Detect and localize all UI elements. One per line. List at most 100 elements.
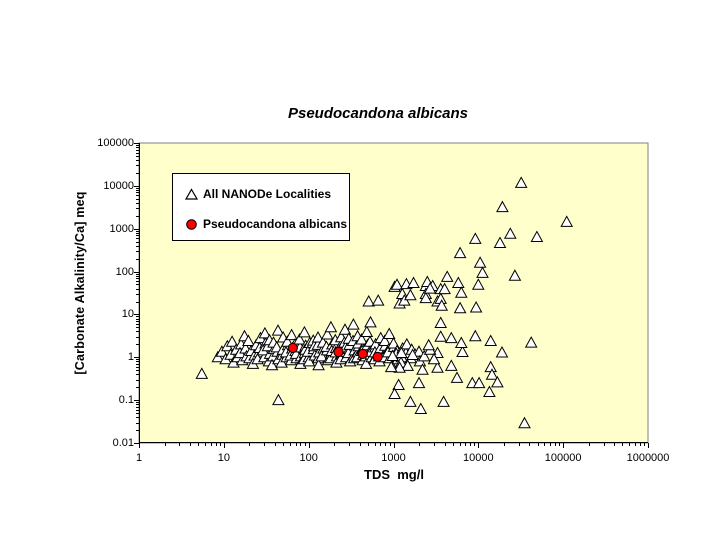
triangle-marker bbox=[382, 327, 396, 339]
triangle-marker bbox=[454, 286, 468, 298]
legend-label: All NANODe Localities bbox=[203, 187, 332, 201]
triangle-marker bbox=[225, 335, 239, 347]
triangle-marker bbox=[211, 350, 225, 363]
x-tick-label: 10000 bbox=[463, 452, 494, 464]
y-tick-label: 0.01 bbox=[112, 437, 134, 449]
triangle-marker bbox=[378, 334, 392, 346]
axis-ticks bbox=[134, 143, 649, 448]
triangle-marker bbox=[440, 270, 454, 282]
triangle-marker bbox=[285, 328, 298, 341]
triangle-marker bbox=[456, 345, 469, 357]
triangle-marker bbox=[560, 215, 574, 227]
x-tick-label: 10 bbox=[217, 452, 230, 464]
triangle-marker bbox=[298, 325, 311, 338]
triangle-marker bbox=[468, 232, 482, 244]
triangle-marker bbox=[419, 291, 433, 304]
series-pseudocandona-albicans bbox=[287, 342, 383, 362]
y-tick-label: 100 bbox=[115, 265, 134, 278]
triangle-marker bbox=[386, 349, 399, 361]
triangle-marker bbox=[438, 282, 451, 295]
triangle-marker bbox=[404, 395, 417, 407]
triangle-marker bbox=[362, 294, 376, 307]
triangle-marker bbox=[431, 361, 444, 373]
triangle-marker bbox=[371, 294, 385, 306]
triangle-marker bbox=[416, 363, 429, 375]
x-tick-label: 100 bbox=[299, 452, 318, 464]
triangle-marker bbox=[324, 320, 338, 333]
x-tick-label: 100000 bbox=[544, 452, 582, 464]
triangle-marker bbox=[427, 352, 441, 365]
y-tick-label: 10000 bbox=[103, 179, 134, 192]
chart-title: Pseudocandona albicans bbox=[287, 105, 469, 122]
legend-label: Pseudocandona albicans bbox=[203, 217, 348, 231]
triangle-marker bbox=[483, 385, 496, 397]
circle-marker bbox=[287, 342, 298, 354]
x-tick-label: 1000 bbox=[381, 452, 406, 464]
triangle-marker bbox=[435, 299, 449, 311]
triangle-marker bbox=[453, 246, 467, 259]
triangle-marker bbox=[495, 345, 509, 358]
triangle-marker bbox=[451, 276, 465, 288]
triangle-marker bbox=[387, 336, 400, 349]
triangle-marker bbox=[417, 349, 431, 362]
triangle-marker bbox=[384, 360, 398, 373]
triangle-marker bbox=[195, 367, 209, 379]
triangle-marker bbox=[404, 288, 417, 301]
triangle-marker bbox=[491, 375, 504, 388]
triangle-marker bbox=[444, 359, 458, 371]
legend-item-all-nanode-localities: All NANODe Localities bbox=[185, 185, 331, 203]
triangle-marker bbox=[407, 276, 420, 288]
triangle-marker bbox=[476, 266, 489, 278]
triangle-marker bbox=[364, 315, 377, 328]
triangle-marker bbox=[272, 393, 285, 406]
triangle-marker bbox=[422, 338, 436, 351]
circle-marker bbox=[372, 351, 383, 362]
triangle-marker bbox=[293, 332, 306, 345]
triangle-marker bbox=[423, 282, 437, 294]
y-tick-label: 10 bbox=[121, 308, 134, 321]
triangle-marker bbox=[302, 354, 316, 367]
series-all-nanode-localities bbox=[195, 176, 574, 429]
triangle-marker bbox=[524, 336, 538, 348]
legend-item-pseudocandona-albicans: Pseudocandona albicans bbox=[185, 215, 347, 233]
triangle-marker bbox=[484, 334, 498, 346]
triangle-marker bbox=[320, 327, 334, 340]
y-tick-label: 1 bbox=[127, 351, 134, 364]
y-tick-label: 100000 bbox=[97, 137, 134, 149]
triangle-marker-icon bbox=[185, 187, 198, 200]
triangle-marker bbox=[242, 334, 255, 346]
triangle-marker bbox=[400, 337, 414, 350]
triangle-marker bbox=[406, 348, 419, 360]
y-tick-label: 1000 bbox=[109, 222, 134, 235]
triangle-marker bbox=[450, 371, 464, 383]
triangle-marker bbox=[395, 346, 408, 358]
triangle-marker bbox=[493, 236, 507, 248]
triangle-marker bbox=[518, 416, 531, 429]
triangle-marker bbox=[401, 359, 415, 371]
triangle-marker bbox=[315, 349, 328, 362]
triangle-marker bbox=[468, 329, 482, 342]
triangle-marker bbox=[434, 316, 448, 328]
triangle-marker bbox=[471, 278, 485, 290]
triangle-marker bbox=[469, 300, 483, 313]
triangle-marker bbox=[514, 176, 528, 188]
triangle-marker bbox=[437, 395, 450, 407]
y-tick-label: 0.1 bbox=[118, 394, 134, 407]
circle-marker bbox=[333, 346, 344, 358]
triangle-marker bbox=[412, 376, 426, 389]
circle-marker bbox=[357, 348, 368, 360]
legend: All NANODe Localities Pseudocandona albi… bbox=[172, 173, 350, 241]
triangle-marker bbox=[530, 230, 544, 242]
triangle-marker bbox=[311, 330, 325, 343]
x-tick-label: 1 bbox=[135, 452, 143, 464]
triangle-marker bbox=[347, 318, 360, 330]
triangle-marker bbox=[444, 331, 458, 344]
triangle-marker bbox=[390, 278, 404, 290]
triangle-marker bbox=[472, 376, 486, 389]
triangle-marker bbox=[414, 402, 428, 414]
triangle-marker bbox=[412, 345, 426, 357]
triangle-marker bbox=[312, 358, 325, 371]
x-axis-title: TDS mg/l bbox=[364, 467, 424, 482]
triangle-marker bbox=[508, 269, 522, 281]
